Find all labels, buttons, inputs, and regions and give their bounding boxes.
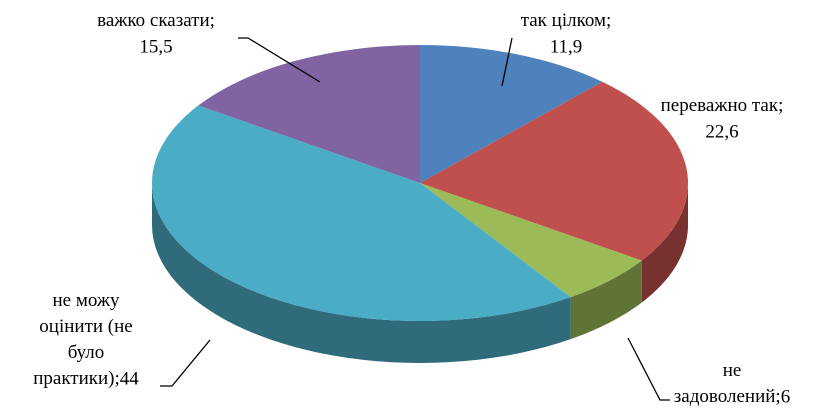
data-label-line: не bbox=[723, 360, 742, 381]
data-label-line: було bbox=[68, 342, 105, 363]
leader-line bbox=[160, 339, 211, 387]
pie-side bbox=[641, 183, 688, 303]
pie-slice bbox=[420, 45, 603, 183]
leader-line bbox=[238, 37, 321, 83]
data-value-label: 11,9 bbox=[550, 36, 583, 57]
data-label: не можу оцінити (не було практики); bbox=[33, 290, 133, 389]
data-value-label: 22,6 bbox=[705, 121, 738, 142]
data-label: переважно так; bbox=[661, 95, 784, 116]
data-label-line: переважно так; bbox=[661, 95, 784, 116]
data-label: важко сказати; bbox=[97, 10, 215, 31]
data-label-line: оцінити (не bbox=[39, 316, 132, 337]
data-label: так цілком; bbox=[521, 10, 612, 31]
leader-line bbox=[627, 337, 670, 401]
data-label: не задоволений; bbox=[674, 360, 781, 407]
data-value-label: 6 bbox=[781, 386, 791, 407]
pie-side bbox=[570, 260, 642, 340]
data-label-line: важко сказати; bbox=[97, 10, 215, 31]
pie-side bbox=[152, 183, 571, 363]
data-value-label: 44 bbox=[120, 368, 140, 389]
data-label-line: так цілком; bbox=[521, 10, 612, 31]
leader-line bbox=[501, 37, 513, 87]
data-label-line: задоволений; bbox=[674, 386, 781, 407]
data-label-line: практики); bbox=[33, 368, 120, 389]
pie-slice bbox=[198, 45, 420, 183]
pie-slice bbox=[151, 105, 571, 321]
pie-slice bbox=[420, 81, 688, 261]
data-value-label: 15,5 bbox=[139, 36, 172, 57]
pie-slice bbox=[420, 183, 642, 298]
data-label-line: не можу bbox=[52, 290, 120, 311]
